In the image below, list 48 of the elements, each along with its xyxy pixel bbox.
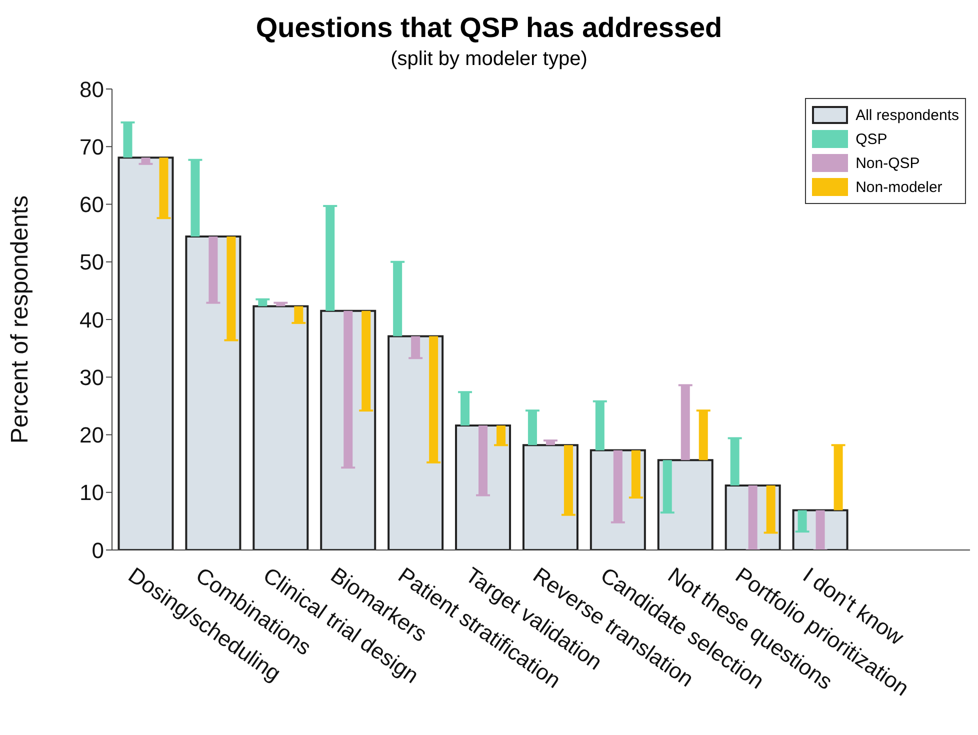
legend-label: QSP (856, 130, 888, 148)
legend-label: Non-modeler (856, 178, 942, 196)
y-tick-label: 0 (92, 538, 104, 563)
bar (798, 510, 807, 532)
y-axis-title: Percent of respondents (6, 195, 34, 444)
bar (662, 460, 672, 513)
bar (730, 438, 740, 486)
bar (252, 305, 309, 550)
bar (326, 206, 335, 311)
bar (748, 485, 758, 550)
y-tick-label: 20 (80, 422, 104, 448)
legend-label: All respondents (856, 106, 959, 124)
bar (816, 510, 825, 550)
bar (123, 122, 132, 158)
bar (294, 306, 304, 323)
bar (478, 426, 488, 496)
bar (698, 410, 708, 460)
y-tick-label: 60 (80, 192, 104, 218)
bar (680, 385, 690, 460)
bar (159, 158, 168, 218)
bar (185, 236, 242, 550)
bar (362, 310, 371, 411)
bar (766, 485, 776, 533)
bar (834, 445, 843, 510)
y-tick-label: 80 (80, 76, 104, 102)
y-tick-label: 70 (80, 134, 104, 160)
y-tick-label: 30 (80, 364, 104, 390)
bar (429, 336, 438, 462)
bar (393, 262, 402, 336)
bar (613, 450, 622, 522)
bar (631, 450, 640, 498)
bar (460, 392, 470, 426)
bar (208, 236, 218, 303)
bar (190, 160, 200, 237)
y-tick-label: 50 (80, 250, 104, 275)
bar (564, 445, 573, 515)
legend-label: Non-QSP (856, 154, 920, 172)
bar (118, 156, 174, 550)
chart-subtitle: (split by modeler type) (390, 48, 588, 71)
y-tick-label: 40 (80, 307, 104, 332)
chart-title: Questions that QSP has addressed (254, 12, 724, 44)
bar (496, 426, 506, 446)
bar (344, 310, 353, 468)
bar (528, 410, 537, 446)
bar (595, 401, 604, 450)
bar (226, 236, 236, 340)
bar (411, 336, 420, 358)
y-tick-label: 10 (80, 480, 104, 506)
